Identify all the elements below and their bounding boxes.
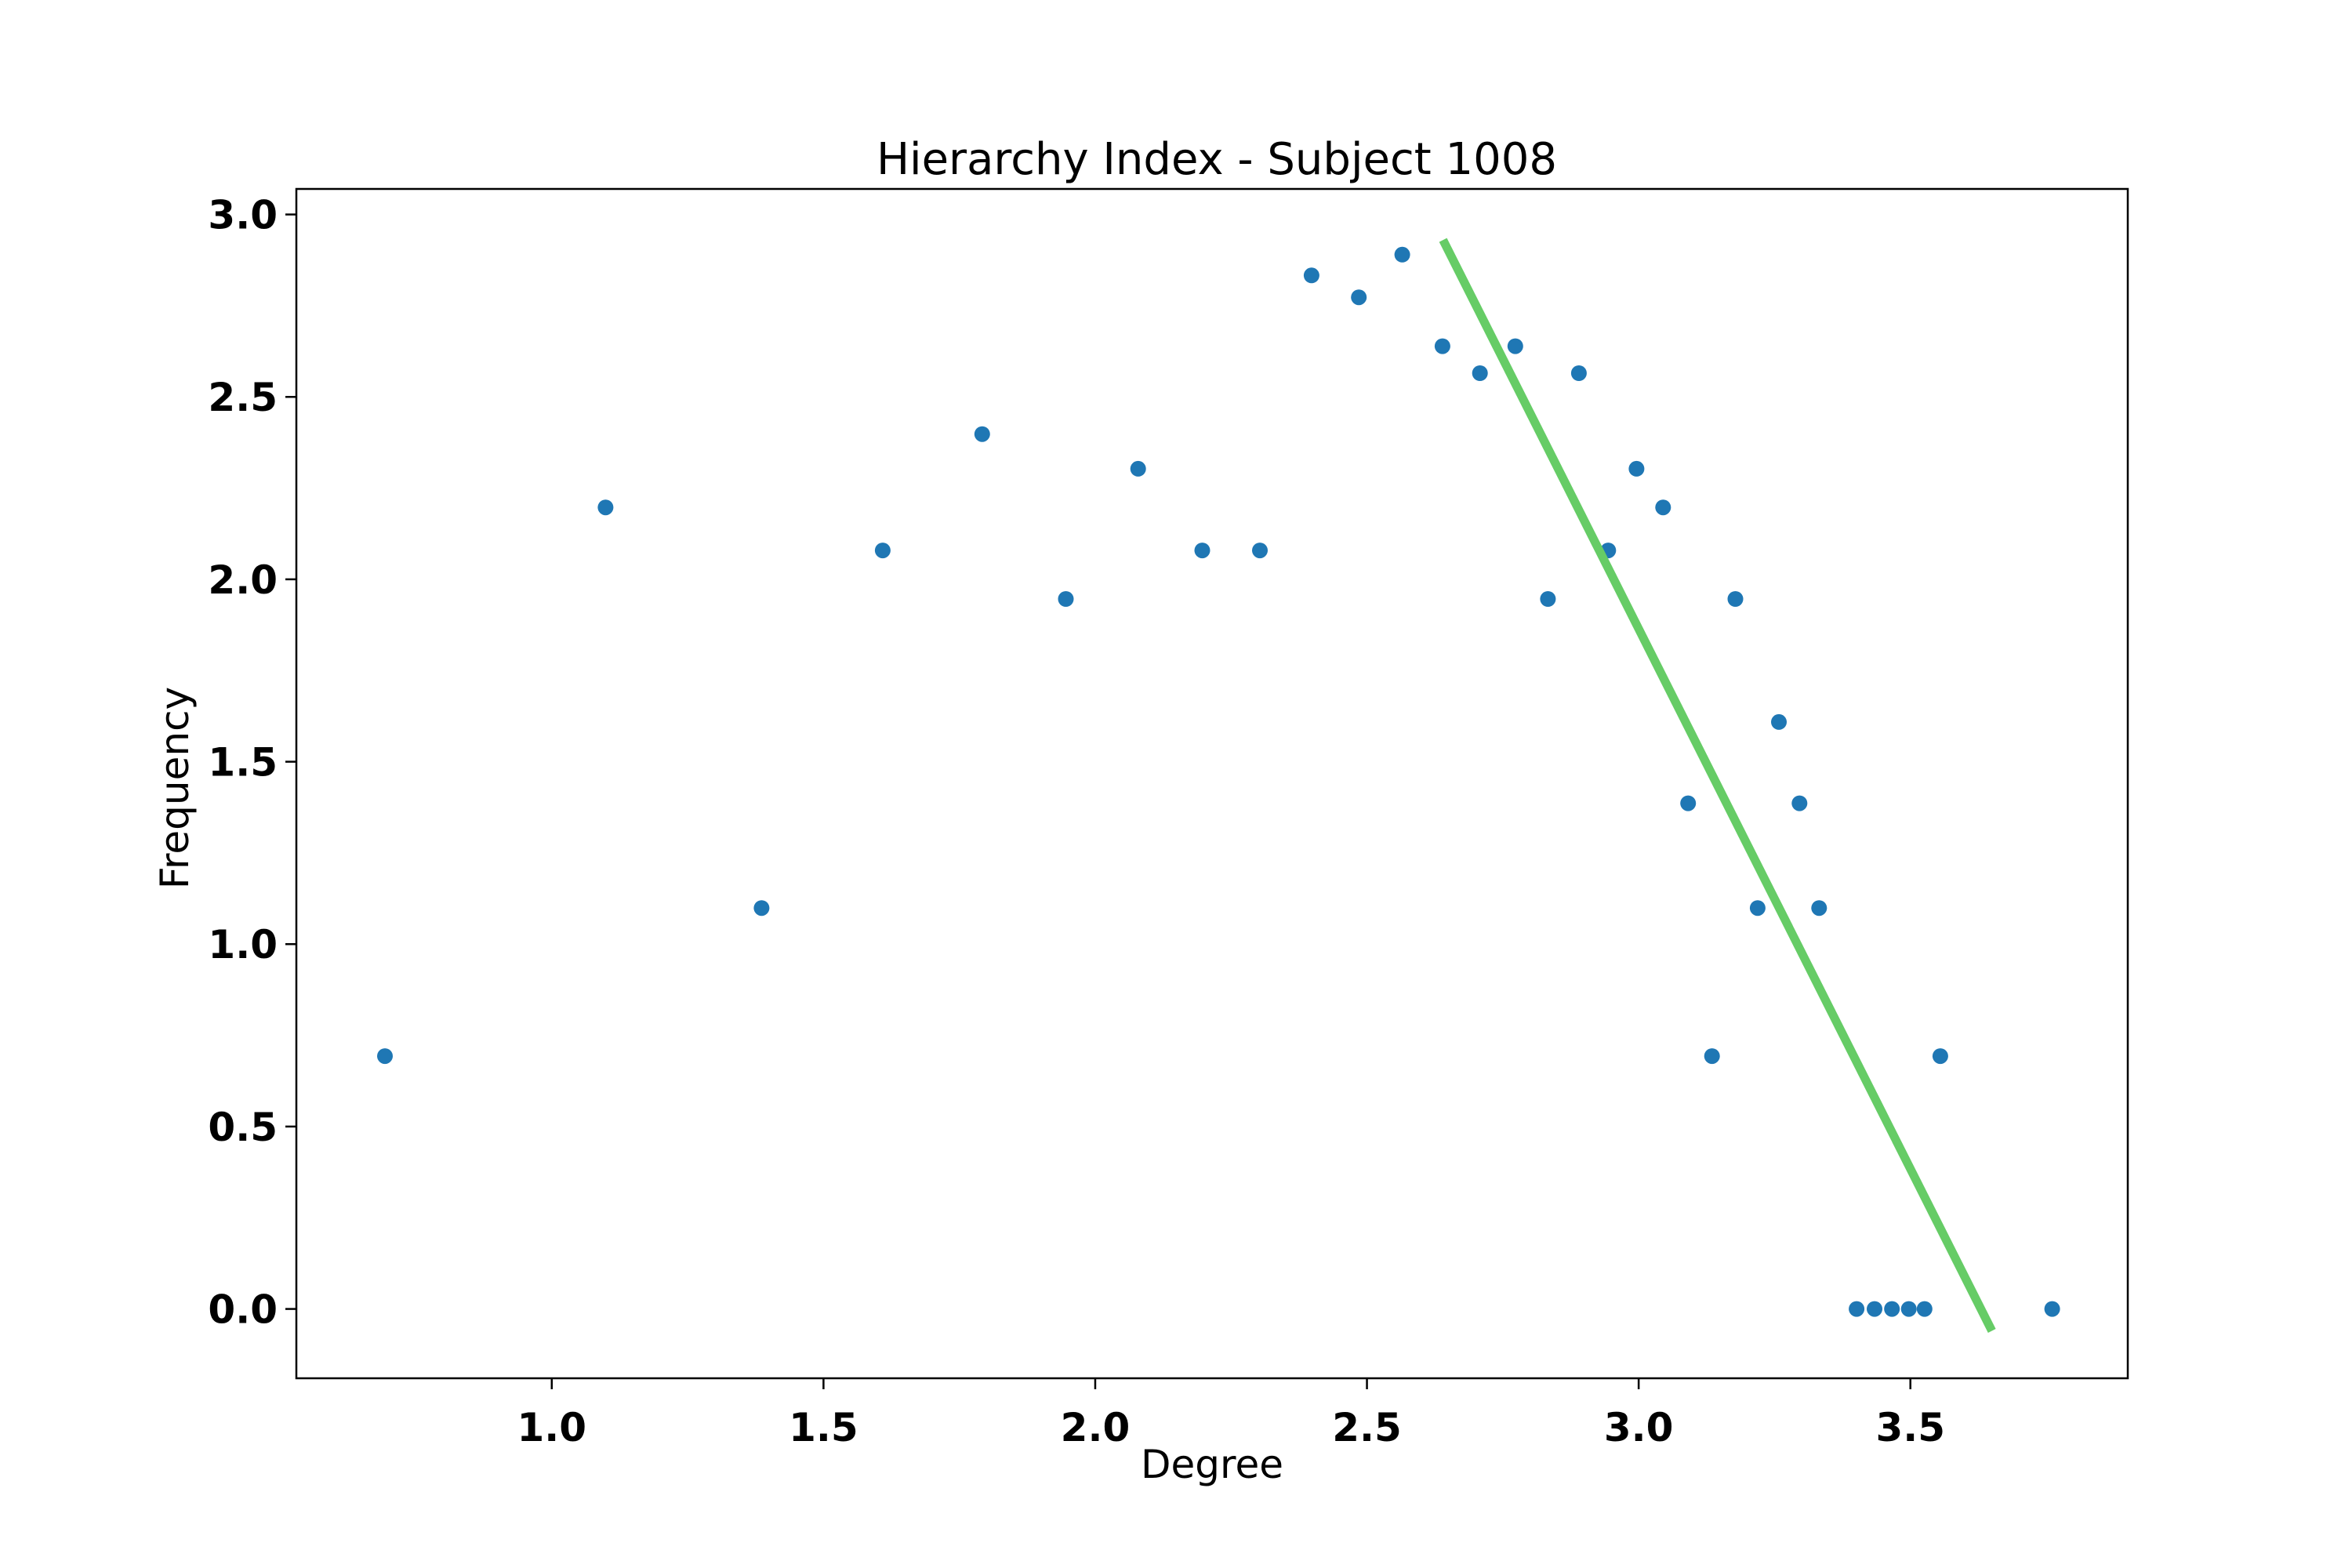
x-tick-label: 1.0 bbox=[517, 1405, 587, 1450]
y-tick-label: 1.5 bbox=[208, 740, 278, 786]
scatter-point bbox=[1194, 543, 1210, 559]
scatter-point bbox=[1811, 900, 1828, 916]
y-tick-label: 0.5 bbox=[208, 1105, 278, 1150]
scatter-point bbox=[2044, 1301, 2060, 1317]
scatter-point bbox=[1932, 1048, 1948, 1065]
x-tick-label: 1.5 bbox=[789, 1405, 858, 1450]
scatter-point bbox=[1884, 1301, 1900, 1317]
scatter-point bbox=[1472, 365, 1488, 381]
scatter-series bbox=[377, 246, 2060, 1317]
x-tick-label: 3.0 bbox=[1604, 1405, 1674, 1450]
scatter-point bbox=[377, 1048, 393, 1065]
y-tick-label: 2.0 bbox=[208, 557, 278, 603]
scatter-point bbox=[1867, 1301, 1882, 1317]
scatter-point bbox=[1771, 713, 1787, 730]
scatter-point bbox=[1791, 795, 1808, 811]
scatter-point bbox=[1680, 795, 1697, 811]
chart-title: Hierarchy Index - Subject 1008 bbox=[877, 134, 1557, 185]
scatter-point bbox=[1628, 460, 1645, 477]
scatter-point bbox=[1540, 591, 1556, 607]
scatter-point bbox=[597, 499, 614, 516]
fit-line bbox=[1439, 238, 1996, 1333]
scatter-point bbox=[1058, 591, 1074, 607]
scatter-point bbox=[1303, 267, 1319, 284]
x-tick-label: 2.5 bbox=[1332, 1405, 1402, 1450]
y-axis-label: Frequency bbox=[152, 687, 198, 889]
x-axis-ticks: 1.0 1.5 2.0 2.5 3.0 3.5 bbox=[517, 1378, 1945, 1450]
y-axis-ticks: 0.0 0.5 1.0 1.5 2.0 2.5 3.0 bbox=[208, 193, 296, 1333]
y-tick-label: 2.5 bbox=[208, 375, 278, 420]
scatter-point bbox=[753, 900, 770, 916]
scatter-point bbox=[1900, 1301, 1917, 1317]
scatter-point bbox=[1704, 1048, 1720, 1065]
y-tick-label: 0.0 bbox=[208, 1287, 278, 1333]
scatter-point bbox=[1655, 499, 1671, 516]
scatter-point bbox=[974, 426, 990, 442]
x-tick-label: 3.5 bbox=[1875, 1405, 1945, 1450]
scatter-point bbox=[1130, 460, 1146, 477]
scatter-point bbox=[1394, 246, 1410, 263]
scatter-point bbox=[1570, 365, 1587, 381]
scatter-point bbox=[1849, 1301, 1865, 1317]
scatter-point bbox=[1916, 1301, 1933, 1317]
scatter-point bbox=[1507, 338, 1523, 354]
scatter-point bbox=[874, 543, 891, 559]
scatter-point bbox=[1252, 543, 1268, 559]
scatter-point bbox=[1749, 900, 1766, 916]
y-tick-label: 1.0 bbox=[208, 922, 278, 967]
plot-marks bbox=[377, 238, 2060, 1333]
scatter-point bbox=[1351, 289, 1367, 306]
scatter-point bbox=[1434, 338, 1450, 354]
y-tick-label: 3.0 bbox=[208, 193, 278, 238]
plot-area-frame bbox=[295, 187, 2129, 1380]
x-axis-label: Degree bbox=[1141, 1442, 1283, 1487]
x-tick-label: 2.0 bbox=[1061, 1405, 1131, 1450]
scatter-point bbox=[1727, 591, 1744, 607]
